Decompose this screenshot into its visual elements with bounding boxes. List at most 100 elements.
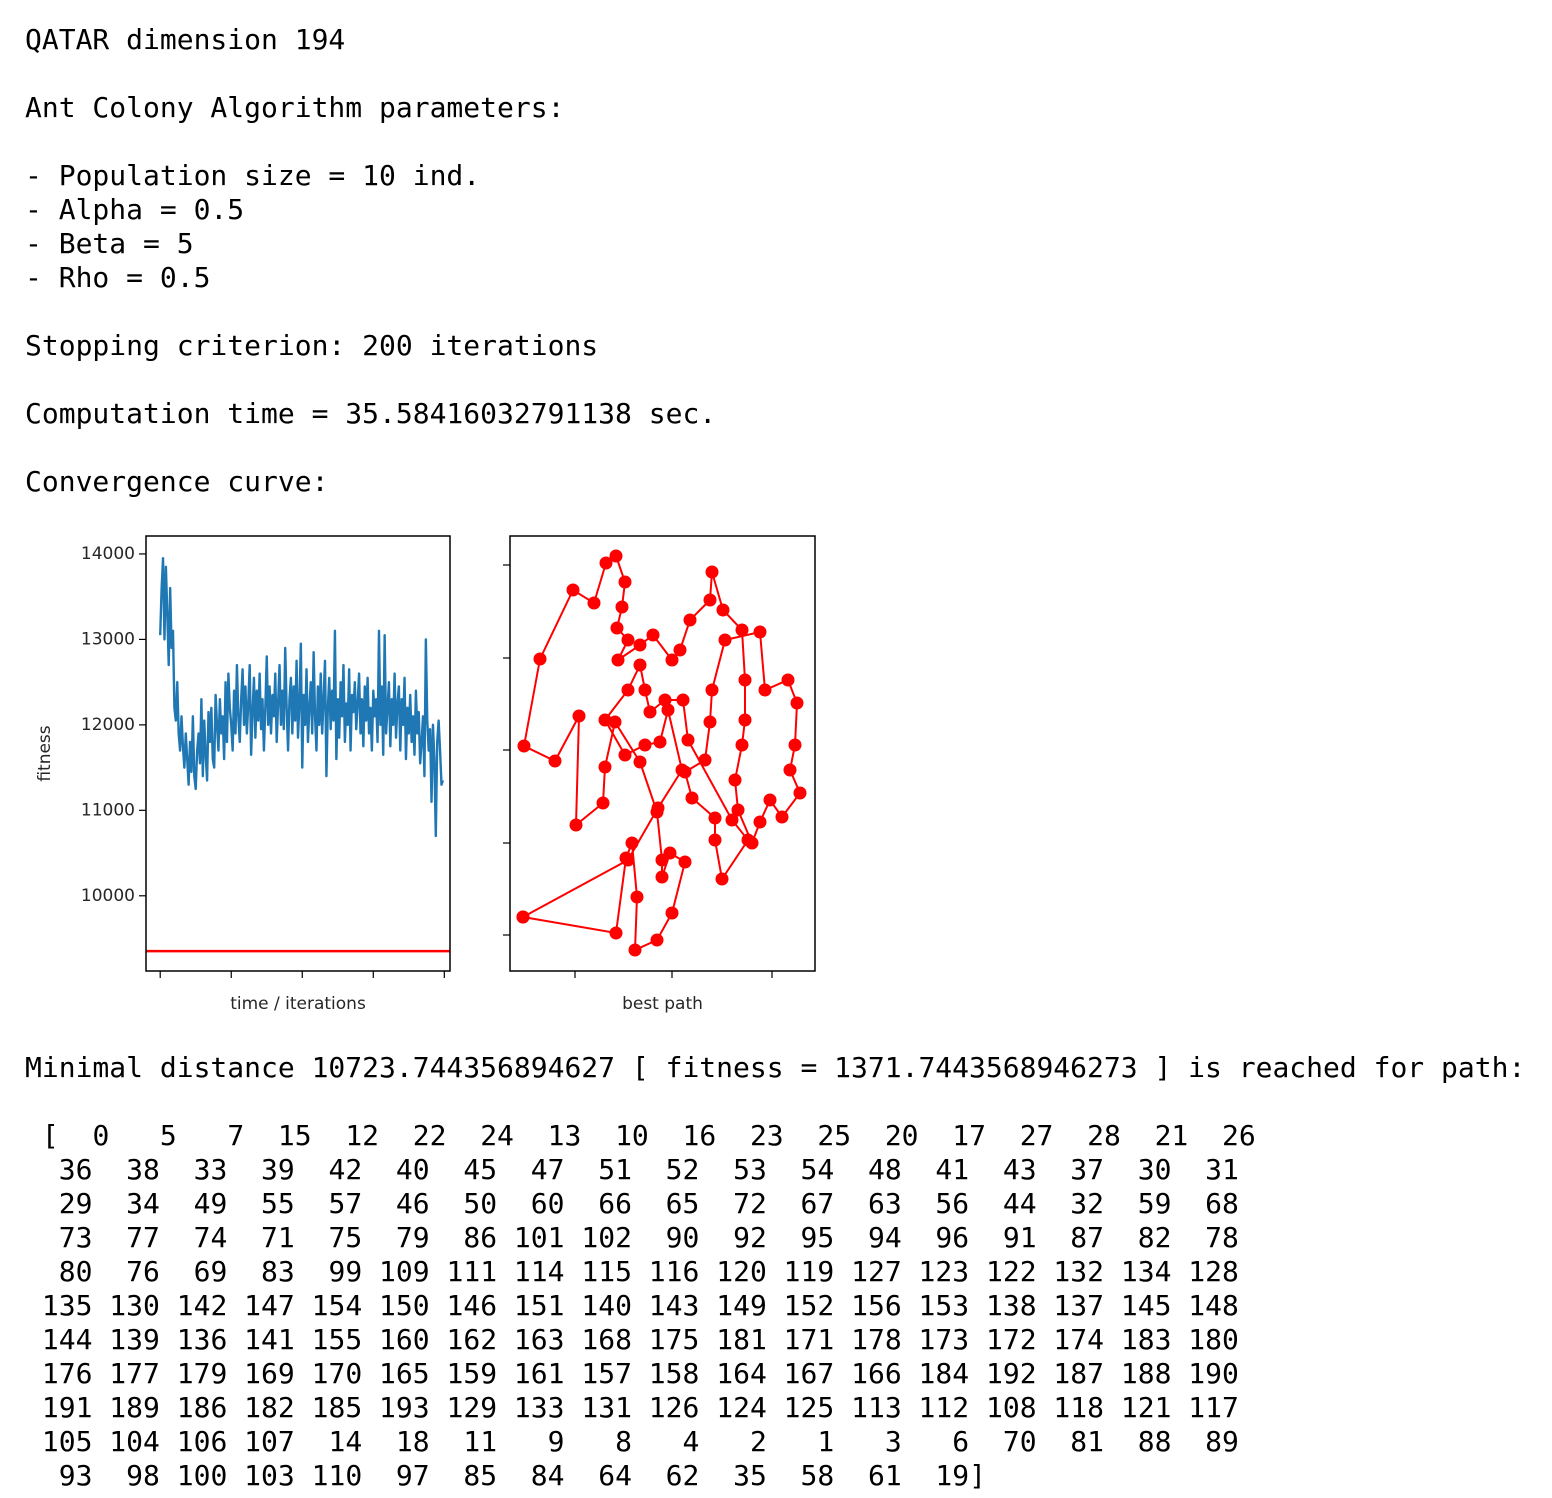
path-node: 90	[665, 1221, 700, 1254]
path-node: 125	[783, 1391, 835, 1424]
city-marker	[758, 683, 772, 697]
path-node: 2	[749, 1425, 767, 1458]
city-marker	[596, 796, 610, 810]
city-marker	[738, 713, 752, 727]
path-node: 81	[1070, 1425, 1104, 1458]
path-node: 181	[716, 1323, 767, 1356]
path-node: 127	[851, 1255, 902, 1288]
path-node: 166	[851, 1357, 902, 1390]
path-node: 85	[463, 1459, 498, 1492]
city-marker	[683, 613, 697, 627]
path-node: 64	[598, 1459, 632, 1492]
path-node: 188	[1120, 1357, 1172, 1390]
path-node: 23	[749, 1119, 784, 1152]
path-node: 86	[463, 1221, 498, 1254]
city-marker	[781, 673, 795, 687]
city-marker	[643, 705, 657, 719]
city-marker	[716, 603, 730, 617]
path-row: 176 177 179 169 170 165 159 161 157 158 …	[25, 1357, 1239, 1391]
path-node: 68	[1205, 1187, 1239, 1220]
params-heading: Ant Colony Algorithm parameters:	[25, 91, 565, 124]
curve-heading: Convergence curve:	[25, 465, 329, 498]
city-marker	[681, 733, 695, 747]
path-node: 101	[513, 1221, 565, 1254]
path-node: 39	[261, 1153, 295, 1186]
city-marker	[572, 709, 586, 723]
path-node: 92	[733, 1221, 767, 1254]
path-node: 161	[513, 1357, 565, 1390]
city-marker	[628, 943, 642, 957]
city-marker	[741, 833, 755, 847]
path-node: 56	[935, 1187, 970, 1220]
city-marker	[650, 933, 664, 947]
city-marker	[715, 872, 729, 886]
path-row: 191 189 186 182 185 193 129 133 131 126 …	[25, 1391, 1239, 1425]
path-node: 93	[58, 1459, 93, 1492]
city-marker	[703, 715, 717, 729]
path-node: 21	[1154, 1119, 1189, 1152]
path-node: 72	[733, 1187, 767, 1220]
path-node: 91	[1002, 1221, 1037, 1254]
city-marker	[665, 906, 679, 920]
path-node: 121	[1120, 1391, 1172, 1424]
path-node: 174	[1053, 1323, 1104, 1356]
result: Minimal distance 10723.744356894627 [ fi…	[25, 1051, 1526, 1084]
y-tick-label: 12000	[81, 715, 135, 735]
path-node: 66	[598, 1187, 632, 1220]
path-node: 95	[800, 1221, 835, 1254]
y-tick-label: 10000	[81, 886, 135, 906]
path-node: 61	[867, 1459, 902, 1492]
path-node: 48	[867, 1153, 902, 1186]
path-node: 50	[463, 1187, 498, 1220]
path-node: 141	[244, 1323, 295, 1356]
city-marker	[611, 653, 625, 667]
city-marker	[621, 683, 635, 697]
city-marker	[625, 836, 639, 850]
path-node: 115	[581, 1255, 632, 1288]
path-node: 142	[176, 1289, 228, 1322]
path-row: 93 98 100 103 110 97 85 84 64 62 35 58 6…	[25, 1459, 986, 1493]
path-node: 18	[395, 1425, 430, 1458]
city-marker	[621, 633, 635, 647]
path-node: 157	[581, 1357, 632, 1390]
city-marker	[708, 833, 722, 847]
path-node: 144	[41, 1323, 93, 1356]
city-marker	[753, 625, 767, 639]
path-node: 70	[1002, 1425, 1037, 1458]
path-node: 111	[446, 1255, 498, 1288]
path-node: 169	[244, 1357, 295, 1390]
path-node: 99	[328, 1255, 363, 1288]
city-marker	[790, 696, 804, 710]
path-node: 173	[918, 1323, 970, 1356]
path-node: 112	[918, 1391, 970, 1424]
path-node: 16	[682, 1119, 717, 1152]
city-marker	[783, 763, 797, 777]
path-node: 73	[58, 1221, 93, 1254]
city-marker	[708, 811, 722, 825]
path-node: 29	[58, 1187, 93, 1220]
y-tick-label: 14000	[81, 544, 135, 564]
path-row: 80 76 69 83 99 109 111 114 115 116 120 1…	[25, 1255, 1239, 1289]
path-node: 190	[1188, 1357, 1239, 1390]
path-node: 37	[1070, 1153, 1104, 1186]
path-node: 163	[513, 1323, 565, 1356]
path-node: 143	[648, 1289, 700, 1322]
path-node: 24	[480, 1119, 514, 1152]
city-marker	[731, 803, 745, 817]
path-node: 156	[851, 1289, 902, 1322]
city-marker	[633, 638, 647, 652]
city-marker	[610, 621, 624, 635]
path-node: 184	[918, 1357, 970, 1390]
path-node: 9	[547, 1425, 565, 1458]
path-node: 74	[193, 1221, 228, 1254]
path-node: 1	[817, 1425, 835, 1458]
path-node: 136	[176, 1323, 228, 1356]
path-node: 75	[328, 1221, 363, 1254]
path-node: 139	[109, 1323, 160, 1356]
city-marker	[775, 810, 789, 824]
city-marker	[633, 755, 647, 769]
path-node: 119	[783, 1255, 835, 1288]
path-node: 57	[328, 1187, 363, 1220]
path-node: 152	[783, 1289, 835, 1322]
path-node: 185	[311, 1391, 363, 1424]
